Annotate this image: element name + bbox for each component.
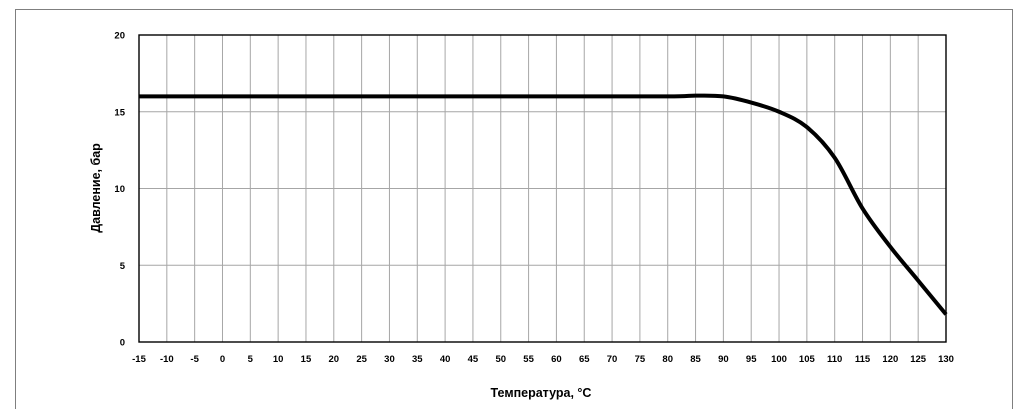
x-tick-label: 20 (329, 354, 340, 365)
y-axis-label: Давление, бар (89, 143, 103, 233)
x-tick-label: -5 (190, 354, 199, 365)
y-tick-labels: 0 5 10 15 20 (114, 31, 125, 349)
x-tick-label: 45 (468, 354, 479, 365)
x-tick-label: 80 (662, 354, 673, 365)
series-layer (139, 93, 948, 316)
plot-area-border (138, 34, 947, 343)
y-tick-label: 15 (114, 107, 125, 118)
y-tick-label: 0 (120, 338, 125, 349)
x-tick-label: -10 (160, 354, 174, 365)
x-tick-label: 75 (635, 354, 646, 365)
x-tick-label: 120 (882, 354, 898, 365)
x-tick-label: 90 (718, 354, 729, 365)
x-tick-label: 70 (607, 354, 618, 365)
x-tick-label: 105 (799, 354, 816, 365)
x-tick-label: 85 (690, 354, 701, 365)
x-tick-label: 95 (746, 354, 757, 365)
x-tick-label: 40 (440, 354, 451, 365)
x-tick-label: 30 (384, 354, 395, 365)
series-line (139, 93, 948, 316)
x-tick-label: -15 (132, 354, 146, 365)
x-tick-label: 10 (273, 354, 284, 365)
x-tick-label: 60 (551, 354, 562, 365)
x-tick-label: 25 (356, 354, 367, 365)
x-tick-label: 5 (248, 354, 254, 365)
x-tick-label: 115 (855, 354, 871, 365)
y-tick-label: 10 (114, 184, 125, 195)
x-tick-label: 0 (220, 354, 225, 365)
x-tick-label: 55 (523, 354, 534, 365)
grid-lines (138, 34, 947, 343)
x-tick-label: 125 (910, 354, 927, 365)
x-tick-label: 15 (301, 354, 312, 365)
x-tick-label: 100 (771, 354, 787, 365)
x-tick-label: 65 (579, 354, 590, 365)
x-tick-label: 35 (412, 354, 423, 365)
y-tick-label: 5 (120, 261, 126, 272)
x-axis-label: Температура, °C (491, 386, 592, 400)
x-tick-label: 50 (495, 354, 506, 365)
y-tick-label: 20 (114, 31, 125, 42)
x-tick-label: 130 (938, 354, 954, 365)
x-tick-label: 110 (827, 354, 842, 365)
x-tick-labels: -15 -10 -5 0 5 10 15 20 25 30 35 40 45 50 55 60 65 70 75 80… (132, 354, 954, 365)
